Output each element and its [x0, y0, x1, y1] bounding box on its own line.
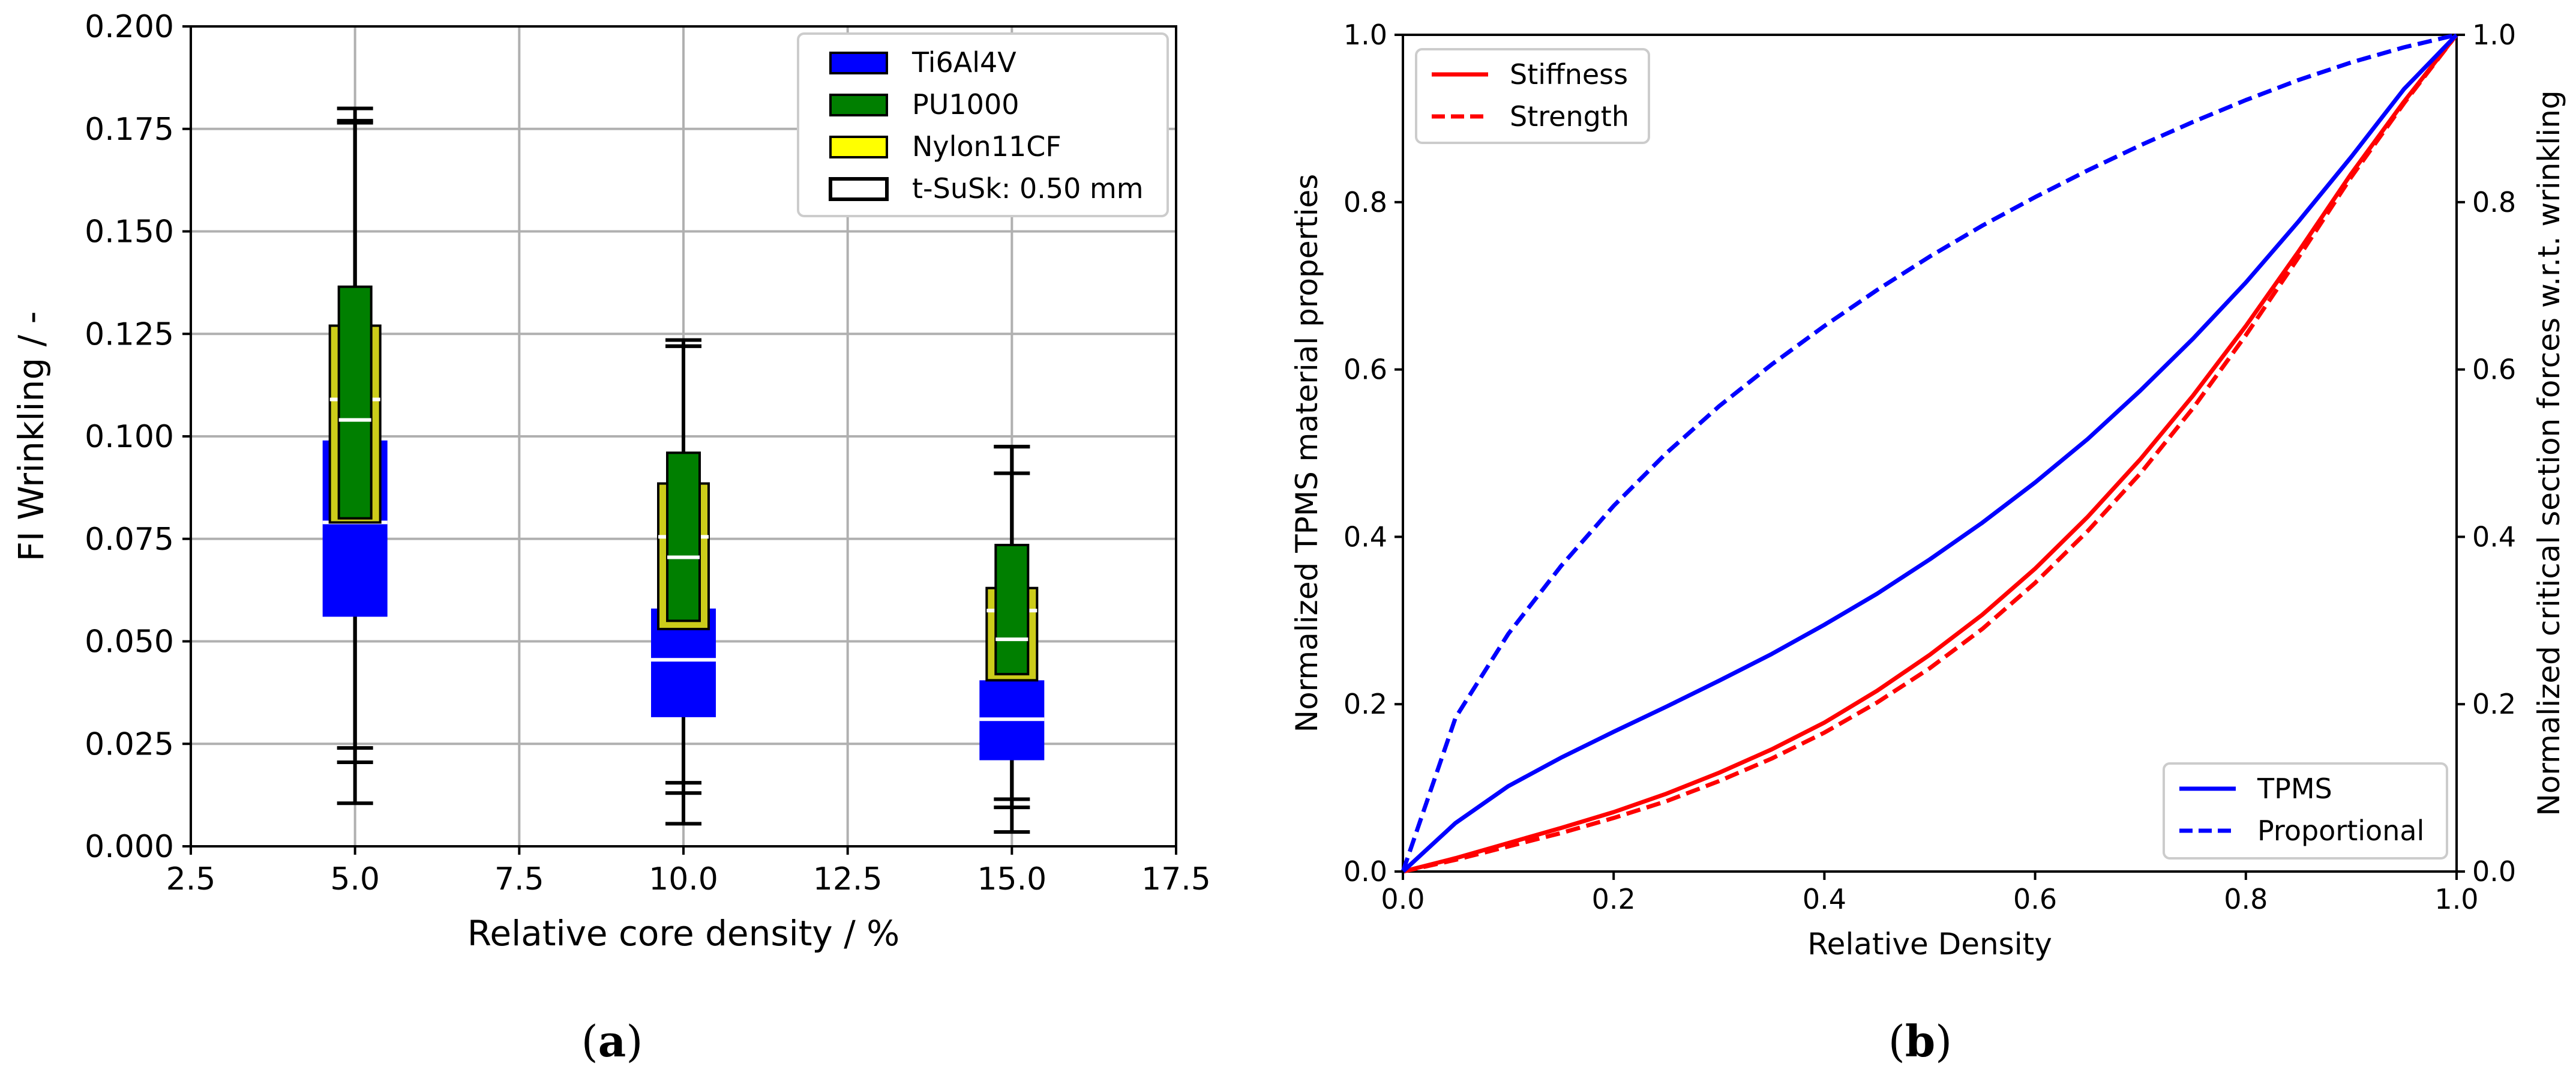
- panel-a-x-tick-label: 5.0: [330, 861, 380, 897]
- panel-b-lines: [1401, 32, 2458, 874]
- legend-swatch-t-susk: [829, 177, 889, 201]
- panel-a-legend-frame: [797, 32, 1169, 217]
- panel-b-y-right-tick-label: 0.2: [2472, 688, 2516, 720]
- panel-b-y-left-tick-label: 0.4: [1344, 520, 1387, 553]
- line-strength: [1402, 33, 2458, 874]
- panel-b-legend-forces: TPMS Proportional: [2163, 762, 2448, 860]
- panel-a-x-tick-label: 2.5: [166, 861, 216, 897]
- panel-b-ylabel-left: Normalized TPMS material properties: [1290, 174, 1324, 733]
- line-stiffness: [1402, 33, 2458, 874]
- panel-b-line-chart: 0.0 0.2 0.4 0.6 0.8 1.00.0 0.00.2 0.20.4 0.40.6 0…: [1290, 19, 2566, 1067]
- panel-b-x-tick-label: 1.0: [2434, 883, 2478, 915]
- panel-b-caption-letter: b: [1905, 1016, 1935, 1067]
- legend-label-pu1000: PU1000: [912, 88, 1019, 121]
- panel-a-xlabel: Relative core density / %: [467, 913, 900, 954]
- panel-a-caption-letter: a: [598, 1016, 626, 1067]
- panel-b-x-tick-label: 0.4: [1803, 883, 1846, 915]
- panel-b-y-left-tick-label: 0.0: [1344, 855, 1387, 888]
- panel-a-box-chart: 2.5 5.0 7.5 10.0 12.5 15.0 17.5 0.000 0.025 0.050…: [11, 9, 1211, 1067]
- panel-a-x-tick-label: 7.5: [494, 861, 544, 897]
- legend-label-ti6al4v: Ti6Al4V: [911, 46, 1016, 79]
- panel-a-y-tick-label: 0.075: [85, 522, 174, 558]
- panel-b-caption: (b): [1888, 1016, 1953, 1067]
- panel-a-ylabel: FI Wrinkling / -: [11, 311, 52, 561]
- panel-b-y-right-tick-label: 1.0: [2472, 19, 2516, 51]
- panel-b-x-tick-label: 0.6: [2013, 883, 2057, 915]
- legend-label-proportional: Proportional: [2257, 815, 2424, 847]
- panel-a-y-tick-label: 0.200: [85, 9, 174, 45]
- panel-b-x-tick-label: 0.0: [1381, 883, 1425, 915]
- legend-swatch-nylon11cf: [829, 136, 888, 158]
- legend-label-tpms: TPMS: [2257, 772, 2332, 805]
- legend-label-nylon11cf: Nylon11CF: [912, 130, 1061, 163]
- panel-a-legend: Ti6Al4V PU1000 Nylon11CF t-SuSk: 0.50 mm: [797, 32, 1169, 217]
- panel-a-y-tick-label: 0.100: [85, 419, 174, 455]
- panel-a-y-tick-label: 0.175: [85, 112, 174, 148]
- panel-a-y-tick-label: 0.025: [85, 726, 174, 762]
- panel-b-ticks: 0.0 0.2 0.4 0.6 0.8 1.00.0 0.00.2 0.20.4 0.40.6 0…: [1344, 19, 2516, 915]
- panel-a-y-tick-label: 0.050: [85, 624, 174, 660]
- panel-a-boxes: [322, 106, 1045, 834]
- panel-a-caption: (a): [581, 1016, 643, 1067]
- line-proportional: [1401, 32, 2457, 873]
- line-tpms: [1401, 33, 2458, 873]
- box-pu1000: [337, 285, 373, 520]
- panel-b-y-right-tick-label: 0.6: [2472, 354, 2516, 386]
- panel-a-ticks: 2.5 5.0 7.5 10.0 12.5 15.0 17.5 0.000 0.025 0.050…: [85, 9, 1211, 897]
- panel-b-legend-properties: Stiffness Strength: [1415, 48, 1650, 144]
- panel-a-x-tick-label: 17.5: [1141, 861, 1211, 897]
- box-pu1000: [994, 543, 1030, 676]
- panel-b-x-tick-label: 0.8: [2224, 883, 2268, 915]
- panel-b-plot-frame: [1402, 34, 2458, 873]
- panel-b-y-left-tick-label: 0.2: [1344, 688, 1387, 720]
- box-pu1000: [666, 451, 701, 622]
- panel-b-y-right-tick-label: 0.4: [2472, 520, 2516, 553]
- panel-a-y-tick-label: 0.000: [85, 829, 174, 865]
- panel-a-x-tick-label: 15.0: [977, 861, 1046, 897]
- panel-b-x-tick-label: 0.2: [1592, 883, 1636, 915]
- panel-b-y-left-tick-label: 0.6: [1344, 354, 1387, 386]
- panel-b-y-right-tick-label: 0.0: [2472, 855, 2516, 888]
- legend-label-strength: Strength: [1510, 100, 1629, 133]
- panel-a-y-tick-label: 0.150: [85, 214, 174, 250]
- legend-label-stiffness: Stiffness: [1510, 58, 1628, 91]
- panel-b-y-left-tick-label: 1.0: [1344, 19, 1387, 51]
- panel-a-x-tick-label: 12.5: [813, 861, 883, 897]
- panel-a-y-tick-label: 0.125: [85, 316, 174, 352]
- panel-b-xlabel: Relative Density: [1807, 927, 2052, 962]
- legend-swatch-ti6al4v: [829, 52, 888, 74]
- legend-label-t-susk: t-SuSk: 0.50 mm: [912, 172, 1144, 205]
- legend-swatch-pu1000: [829, 94, 888, 116]
- panel-a-x-tick-label: 10.0: [649, 861, 718, 897]
- panel-b-y-left-tick-label: 0.8: [1344, 186, 1387, 218]
- panel-b-y-right-tick-label: 0.8: [2472, 186, 2516, 218]
- panel-b-ylabel-right: Normalized critical section forces w.r.t…: [2532, 90, 2566, 816]
